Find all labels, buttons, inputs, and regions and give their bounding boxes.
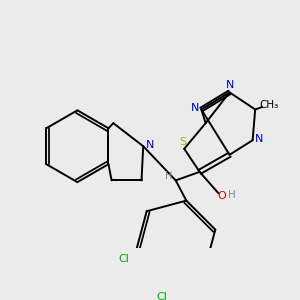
Text: S: S: [179, 137, 187, 147]
Text: H: H: [228, 190, 236, 200]
Text: Cl: Cl: [119, 254, 130, 264]
Text: N: N: [226, 80, 234, 91]
Text: Cl: Cl: [156, 292, 167, 300]
Text: N: N: [255, 134, 264, 144]
Text: CH₃: CH₃: [259, 100, 278, 110]
Text: O: O: [218, 191, 226, 201]
Text: H: H: [165, 171, 172, 181]
Text: N: N: [191, 103, 200, 113]
Text: N: N: [146, 140, 154, 150]
